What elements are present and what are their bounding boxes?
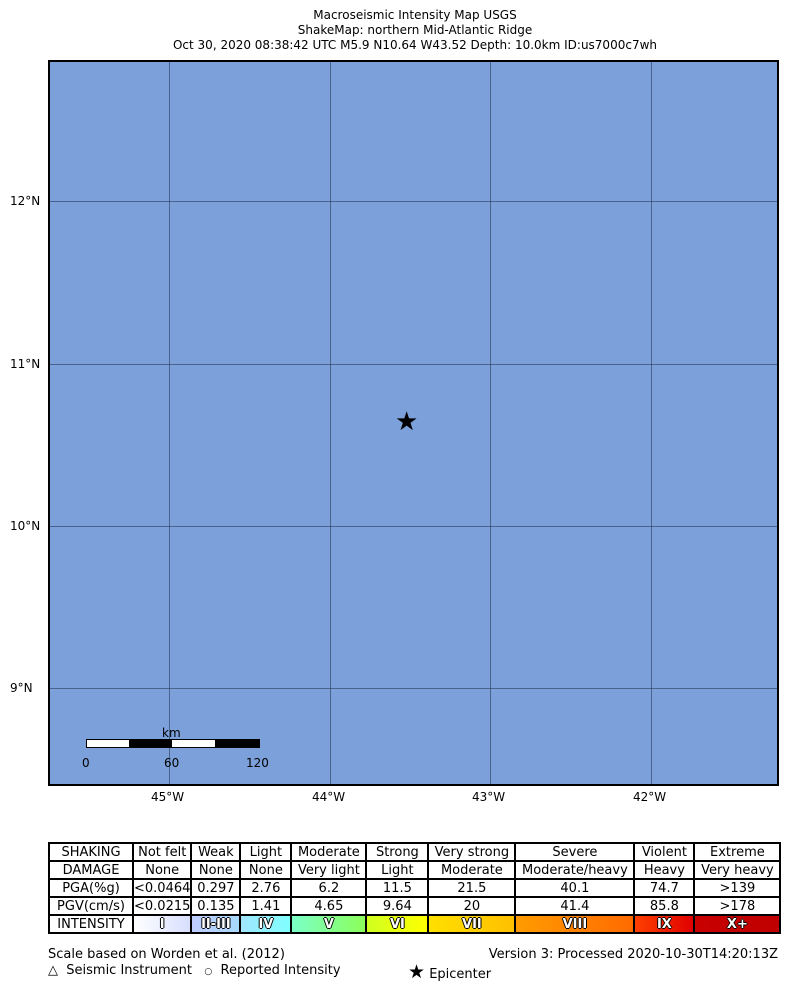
circle-icon: ○ — [204, 967, 213, 977]
triangle-icon: △ — [48, 963, 58, 978]
title-line3: Oct 30, 2020 08:38:42 UTC M5.9 N10.64 W4… — [172, 38, 657, 52]
table-cell: >139 — [693, 878, 782, 898]
table-row: PGA(%g) <0.0464 0.297 2.76 6.2 11.5 21.5 40.1 74… — [48, 878, 782, 898]
scale-bar-tick: 120 — [246, 756, 269, 770]
table-cell: Strong — [365, 842, 430, 862]
gridline — [50, 201, 777, 202]
table-cell: 85.8 — [633, 896, 696, 916]
table-cell: 11.5 — [365, 878, 430, 898]
legend-epicenter: ★ Epicenter — [408, 961, 491, 983]
table-cell: None — [239, 860, 293, 880]
intensity-cell: IX — [633, 914, 696, 934]
gridline — [169, 62, 170, 784]
lon-label: 44°W — [312, 790, 346, 804]
scale-bar-tick: 0 — [82, 756, 90, 770]
gridline — [50, 688, 777, 689]
intensity-cell: VIII — [514, 914, 636, 934]
lon-label: 43°W — [472, 790, 506, 804]
intensity-cell: V — [290, 914, 368, 934]
table-cell: Severe — [514, 842, 636, 862]
table-cell: Light — [239, 842, 293, 862]
table-cell: >178 — [693, 896, 782, 916]
row-header: PGV(cm/s) — [48, 896, 134, 916]
table-cell: 2.76 — [239, 878, 293, 898]
table-cell: 0.135 — [190, 896, 242, 916]
title-line1: Macroseismic Intensity Map USGS — [313, 8, 517, 22]
table-cell: 20 — [427, 896, 517, 916]
legend-epicenter-label: Epicenter — [429, 967, 492, 982]
gridline — [490, 62, 491, 784]
row-header: INTENSITY — [48, 914, 134, 934]
table-cell: None — [190, 860, 242, 880]
scale-bar-segment — [129, 739, 172, 748]
row-header: PGA(%g) — [48, 878, 134, 898]
table-cell: 9.64 — [365, 896, 430, 916]
table-cell: 6.2 — [290, 878, 368, 898]
table-cell: Moderate — [290, 842, 368, 862]
table-cell: <0.0215 — [131, 896, 193, 916]
table-cell: 4.65 — [290, 896, 368, 916]
table-row: DAMAGE None None None Very light Light Moderat… — [48, 860, 782, 880]
intensity-cell: II-III — [190, 914, 242, 934]
scale-bar-segment — [171, 739, 216, 748]
row-header: SHAKING — [48, 842, 134, 862]
table-cell: Light — [365, 860, 430, 880]
table-cell: Weak — [190, 842, 242, 862]
table-cell: Heavy — [633, 860, 696, 880]
legend-instrument: △ Seismic Instrument ○ Reported Intensit… — [48, 963, 341, 978]
table-cell: Extreme — [693, 842, 782, 862]
table-cell: Very strong — [427, 842, 517, 862]
gridline — [651, 62, 652, 784]
scale-bar-tick: 60 — [164, 756, 180, 770]
scale-bar-segment — [215, 739, 260, 748]
table-cell: Moderate/heavy — [514, 860, 636, 880]
lat-label: 12°N — [10, 194, 41, 208]
title-line2: ShakeMap: northern Mid-Atlantic Ridge — [297, 23, 533, 37]
table-cell: <0.0464 — [131, 878, 193, 898]
intensity-legend-table: SHAKING Not felt Weak Light Moderate Strong Ve… — [48, 842, 782, 934]
table-row: SHAKING Not felt Weak Light Moderate Strong Ve… — [48, 842, 782, 862]
gridline — [50, 526, 777, 527]
intensity-row: INTENSITY I II-III IV V VI VII VIII IX X+ — [48, 914, 782, 934]
scale-bar-segment — [86, 739, 130, 748]
intensity-cell: VII — [427, 914, 517, 934]
version-text: Version 3: Processed 2020-10-30T14:20:13… — [488, 947, 778, 962]
legend-instrument-label: Seismic Instrument — [66, 963, 192, 978]
table-cell: Very light — [290, 860, 368, 880]
table-cell: 1.41 — [239, 896, 293, 916]
gridline — [330, 62, 331, 784]
table-cell: Violent — [633, 842, 696, 862]
star-icon: ★ — [408, 961, 426, 983]
table-cell: Moderate — [427, 860, 517, 880]
lat-label: 10°N — [10, 519, 41, 533]
epicenter-star-icon: ★ — [395, 407, 419, 437]
intensity-cell: VI — [365, 914, 430, 934]
intensity-map: ★ km 0 60 120 — [48, 60, 779, 786]
legend-reported-label: Reported Intensity — [220, 963, 341, 978]
intensity-cell: I — [131, 914, 193, 934]
table-cell: None — [131, 860, 193, 880]
intensity-cell: IV — [239, 914, 293, 934]
intensity-cell: X+ — [693, 914, 782, 934]
table-cell: 21.5 — [427, 878, 517, 898]
table-row: PGV(cm/s) <0.0215 0.135 1.41 4.65 9.64 20 41.4 8… — [48, 896, 782, 916]
scale-bar-unit: km — [162, 726, 181, 740]
table-cell: 74.7 — [633, 878, 696, 898]
lat-label: 11°N — [10, 357, 41, 371]
lon-label: 45°W — [151, 790, 185, 804]
row-header: DAMAGE — [48, 860, 134, 880]
table-cell: 0.297 — [190, 878, 242, 898]
table-cell: 40.1 — [514, 878, 636, 898]
lon-label: 42°W — [633, 790, 667, 804]
table-cell: 41.4 — [514, 896, 636, 916]
table-cell: Not felt — [131, 842, 193, 862]
gridline — [50, 364, 777, 365]
table-cell: Very heavy — [693, 860, 782, 880]
lat-label: 9°N — [10, 681, 33, 695]
scale-note: Scale based on Worden et al. (2012) — [48, 947, 285, 962]
